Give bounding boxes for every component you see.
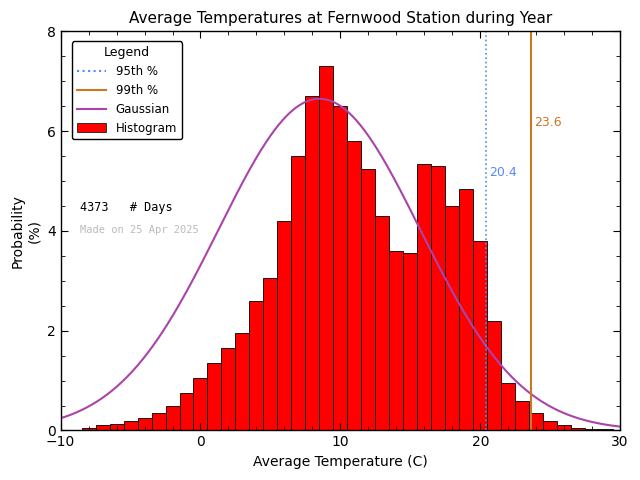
Bar — [515, 400, 529, 431]
Bar — [291, 156, 305, 431]
Bar — [277, 221, 291, 431]
Bar — [599, 430, 613, 431]
Bar — [166, 406, 179, 431]
Text: 23.6: 23.6 — [534, 116, 562, 129]
Bar — [362, 168, 375, 431]
Bar — [193, 378, 207, 431]
Bar — [81, 428, 95, 431]
Bar — [557, 425, 571, 431]
Legend: 95th %, 99th %, Gaussian, Histogram: 95th %, 99th %, Gaussian, Histogram — [72, 41, 182, 139]
Bar — [138, 418, 152, 431]
Bar — [179, 393, 193, 431]
Text: 20.4: 20.4 — [490, 166, 517, 179]
Bar — [543, 421, 557, 431]
Bar — [124, 421, 138, 431]
Bar — [431, 166, 445, 431]
Bar — [348, 141, 362, 431]
Bar — [375, 216, 389, 431]
Bar — [333, 106, 348, 431]
Text: Made on 25 Apr 2025: Made on 25 Apr 2025 — [80, 225, 199, 235]
Bar — [445, 206, 460, 431]
Y-axis label: Probability
(%): Probability (%) — [11, 194, 42, 268]
Text: 4373   # Days: 4373 # Days — [80, 201, 173, 214]
Bar — [236, 333, 250, 431]
Bar — [403, 253, 417, 431]
Bar — [109, 424, 124, 431]
Bar — [264, 278, 277, 431]
Bar — [221, 348, 236, 431]
Bar — [207, 363, 221, 431]
Bar — [585, 429, 599, 431]
Title: Average Temperatures at Fernwood Station during Year: Average Temperatures at Fernwood Station… — [129, 11, 552, 26]
Bar — [250, 301, 264, 431]
Bar — [571, 428, 585, 431]
X-axis label: Average Temperature (C): Average Temperature (C) — [253, 455, 428, 469]
Bar — [460, 189, 473, 431]
Bar — [152, 413, 166, 431]
Bar — [319, 66, 333, 431]
Bar — [473, 241, 487, 431]
Bar — [501, 383, 515, 431]
Bar — [417, 164, 431, 431]
Bar — [305, 96, 319, 431]
Bar — [95, 425, 109, 431]
Bar — [487, 321, 501, 431]
Bar — [389, 251, 403, 431]
Bar — [529, 413, 543, 431]
